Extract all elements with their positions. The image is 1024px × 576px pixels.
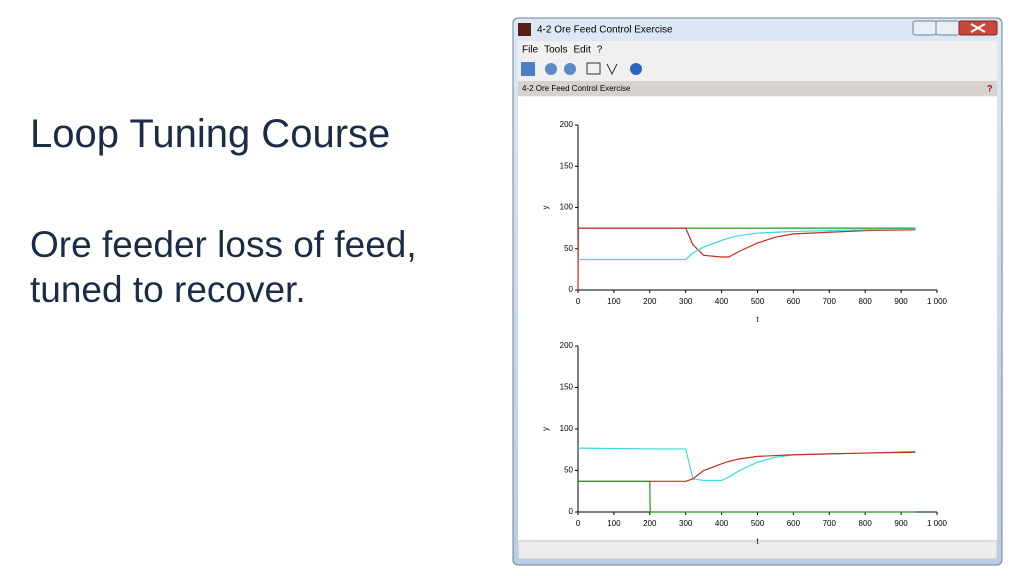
x-tick-label: 800 — [859, 519, 873, 528]
menu-bar: File Tools Edit? — [522, 45, 603, 56]
x-tick-label: 100 — [607, 297, 621, 306]
x-tick-label: 900 — [894, 297, 908, 306]
menu-item[interactable]: File — [522, 45, 539, 56]
zoom-in-icon[interactable] — [545, 63, 557, 75]
panel-header — [518, 81, 997, 96]
minimize-button[interactable] — [912, 20, 937, 36]
x-tick-label: 400 — [715, 297, 729, 306]
y-tick-label: 150 — [560, 161, 574, 170]
y-tick-label: 0 — [569, 285, 574, 294]
slide-title: Loop Tuning Course — [30, 112, 391, 156]
x-tick-label: 700 — [823, 519, 837, 528]
x-tick-label: 600 — [787, 519, 801, 528]
panel-title: 4-2 Ore Feed Control Exercise — [522, 84, 631, 93]
y-tick-label: 100 — [560, 203, 574, 212]
y-tick-label: 200 — [560, 120, 574, 129]
x-tick-label: 300 — [679, 519, 693, 528]
panel-help[interactable]: ? — [987, 83, 993, 93]
x-tick-label: 200 — [643, 519, 657, 528]
y-axis-label: y — [541, 427, 550, 431]
x-tick-label: 700 — [823, 297, 837, 306]
status-bar — [517, 540, 998, 560]
x-tick-label: 600 — [787, 297, 801, 306]
x-axis-label: t — [756, 315, 759, 324]
x-tick-label: 0 — [576, 519, 581, 528]
y-tick-label: 50 — [564, 466, 573, 475]
menu-item[interactable]: ? — [597, 45, 603, 56]
y-axis-label: y — [541, 206, 550, 210]
maximize-button[interactable] — [935, 20, 960, 36]
menu-item[interactable]: Edit — [573, 45, 590, 56]
x-tick-label: 800 — [859, 297, 873, 306]
x-tick-label: 100 — [607, 519, 621, 528]
help-icon[interactable] — [630, 63, 642, 75]
y-tick-label: 200 — [560, 341, 574, 350]
datatip-icon[interactable] — [606, 63, 618, 76]
data-line — [578, 228, 916, 261]
close-icon — [970, 23, 986, 33]
x-tick-label: 500 — [751, 519, 765, 528]
data-line — [578, 480, 916, 513]
tool-icon[interactable] — [521, 62, 535, 76]
slide-body: Ore feeder loss of feed, tuned to recove… — [30, 224, 417, 310]
y-tick-label: 150 — [560, 383, 574, 392]
data-line — [577, 227, 916, 291]
x-tick-label: 300 — [679, 297, 693, 306]
x-axis-label: t — [756, 537, 759, 546]
window-icon[interactable] — [586, 62, 601, 75]
x-tick-label: 400 — [715, 519, 729, 528]
x-tick-label: 200 — [643, 297, 657, 306]
y-tick-label: 50 — [564, 244, 573, 253]
x-tick-label: 1 000 — [927, 519, 948, 528]
y-tick-label: 0 — [569, 507, 574, 516]
menu-item[interactable]: Tools — [544, 45, 567, 56]
x-tick-label: 0 — [576, 297, 581, 306]
x-tick-label: 500 — [751, 297, 765, 306]
y-tick-label: 100 — [560, 424, 574, 433]
x-tick-label: 1 000 — [927, 297, 948, 306]
plot-area — [518, 97, 997, 540]
zoom-out-icon[interactable] — [564, 63, 576, 75]
window-title: 4-2 Ore Feed Control Exercise — [537, 25, 673, 36]
x-tick-label: 900 — [894, 519, 908, 528]
app-icon — [518, 23, 531, 36]
